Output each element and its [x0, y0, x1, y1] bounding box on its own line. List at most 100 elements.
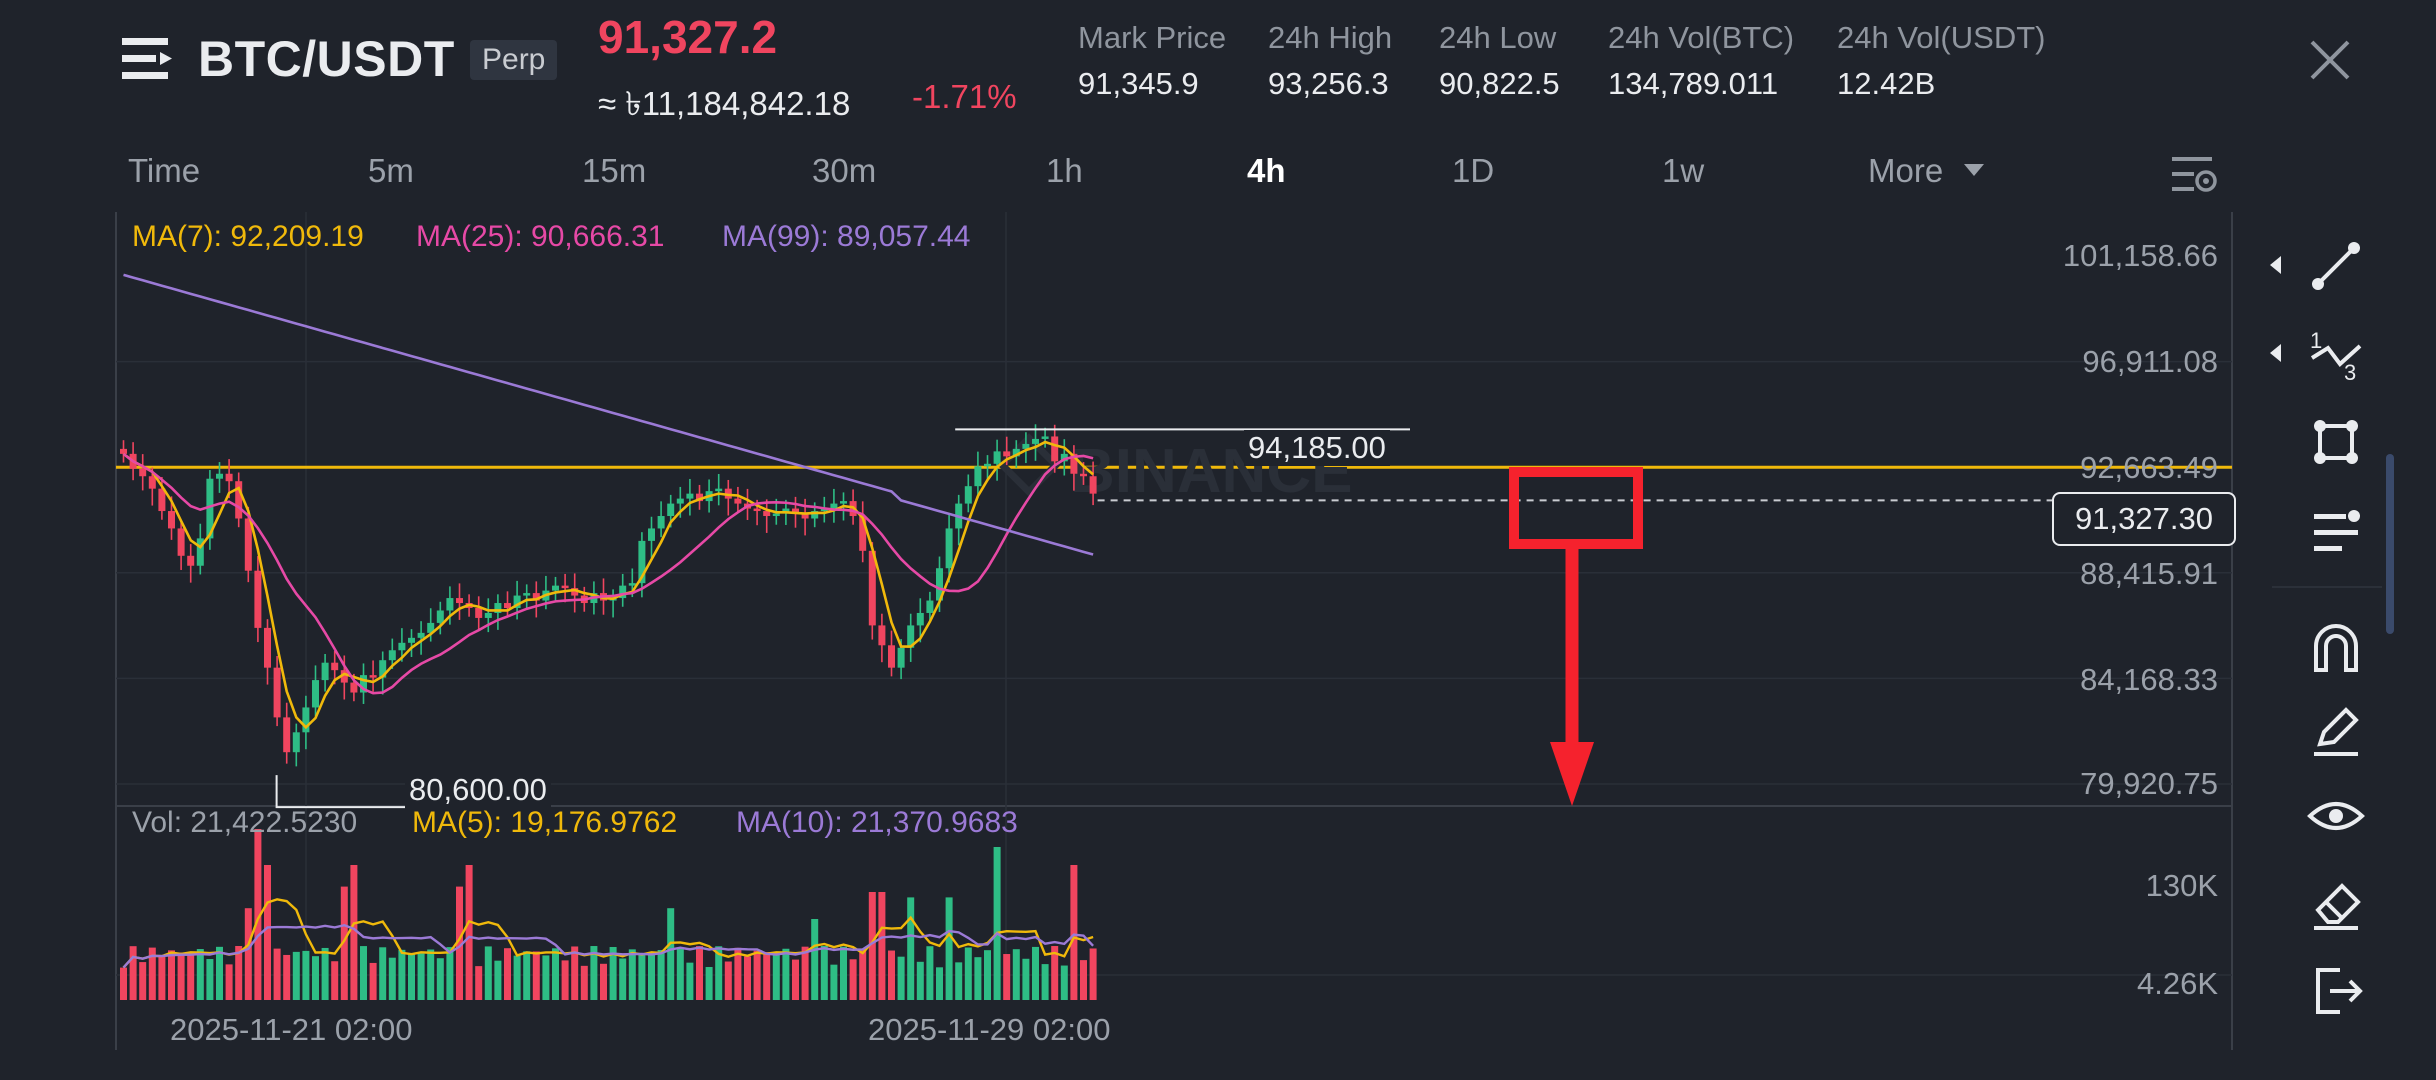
ma99-legend: MA(99): 89,057.44	[722, 220, 971, 253]
brush-icon[interactable]	[2306, 700, 2366, 760]
close-icon[interactable]	[2308, 38, 2352, 82]
candle-body	[494, 603, 502, 613]
tab-time[interactable]: Time	[128, 152, 201, 189]
volume-bar	[984, 950, 991, 1000]
toolbar-scrollbar[interactable]	[2386, 454, 2394, 634]
candle-body	[331, 662, 339, 671]
current-price-tag: 91,327.30	[2052, 492, 2236, 546]
volume-bar	[196, 949, 204, 1000]
volume-bar	[187, 954, 195, 1000]
tab-15m[interactable]: 15m	[582, 152, 647, 189]
candle-body	[676, 498, 684, 504]
volume-bar	[168, 950, 175, 1000]
volume-bar	[206, 959, 214, 1000]
candle-body	[484, 612, 492, 618]
expand-caret-icon[interactable]	[2270, 344, 2281, 362]
vol-btc-label: 24h Vol(BTC)	[1608, 20, 1795, 55]
volume-bar	[446, 947, 454, 1000]
volume-bar	[744, 956, 751, 1000]
toolbar-divider	[2272, 586, 2382, 588]
volume-bar	[225, 964, 233, 1000]
symbol-title[interactable]: BTC/USDT	[198, 31, 455, 87]
volume-bar	[436, 958, 444, 1000]
magnet-icon[interactable]	[2306, 616, 2366, 676]
candle-body	[360, 675, 367, 693]
volume-tick: 4.26K	[2136, 966, 2218, 1001]
candle-body	[398, 642, 406, 651]
chart-settings-icon[interactable]	[2170, 154, 2218, 194]
price-tick: 101,158.66	[2062, 238, 2218, 273]
list-menu-icon[interactable]	[122, 36, 174, 82]
candle-body	[532, 593, 540, 601]
candle-body	[148, 476, 156, 489]
volume-bar	[1032, 946, 1039, 1000]
volume-bar	[494, 960, 502, 1000]
candle-body	[696, 493, 703, 502]
candle-body	[552, 585, 559, 591]
price-change-pct: -1.71%	[912, 78, 1017, 115]
volume-bar	[552, 948, 559, 1000]
tab-1w[interactable]: 1w	[1662, 152, 1705, 189]
tab-5m[interactable]: 5m	[368, 152, 414, 189]
shape-icon[interactable]	[2306, 412, 2366, 472]
annotation	[1509, 467, 1643, 806]
candle-body	[120, 448, 127, 454]
volume-bar	[1051, 946, 1059, 1000]
svg-text:1: 1	[2310, 328, 2322, 353]
candle-body	[158, 488, 166, 512]
candle-body	[273, 667, 281, 718]
date-tick: 2025-11-29 02:00	[868, 1012, 1111, 1047]
volume-bar	[696, 946, 703, 1000]
candle-body	[715, 488, 723, 492]
candle-body	[292, 732, 300, 753]
volume-bar	[1041, 964, 1049, 1000]
candle-body	[1022, 443, 1030, 449]
volume-bar	[321, 947, 329, 1000]
volume-bar	[955, 962, 963, 1000]
exit-icon[interactable]	[2306, 960, 2366, 1020]
candle-body	[264, 627, 271, 668]
volume-bar	[830, 964, 838, 1000]
eye-icon[interactable]	[2306, 786, 2366, 846]
volume-bar	[561, 960, 569, 1000]
volume-bar	[628, 949, 636, 1000]
candle-body	[792, 508, 799, 514]
tab-more[interactable]: More	[1868, 152, 1944, 189]
expand-caret-icon[interactable]	[2270, 256, 2281, 274]
candle-body	[523, 593, 531, 596]
ma7-line	[122, 440, 1094, 730]
volume-bar	[763, 952, 771, 1000]
candle-body	[321, 662, 329, 681]
trend-line-icon[interactable]	[2306, 236, 2366, 296]
volume-bar	[417, 953, 425, 1000]
volume-bar	[542, 955, 550, 1000]
volume-bar	[859, 948, 867, 1000]
volume-bar	[235, 946, 243, 1000]
volume-bar	[475, 966, 483, 1000]
volume-bar	[772, 954, 780, 1000]
price-tick: 79,920.75	[2080, 766, 2218, 801]
volume-bar	[648, 952, 655, 1000]
indicator-icon[interactable]	[2306, 500, 2366, 560]
price-tick: 84,168.33	[2080, 662, 2218, 697]
tab-1d[interactable]: 1D	[1452, 152, 1495, 189]
volume-bar	[129, 946, 137, 1000]
candle-body	[312, 680, 319, 708]
tab-4h[interactable]: 4h	[1247, 152, 1286, 189]
candle-body	[648, 528, 655, 541]
candle-body	[686, 493, 694, 499]
caret-down-icon[interactable]	[1964, 164, 1984, 176]
volume-bar	[753, 950, 761, 1000]
volume-bar	[888, 950, 895, 1000]
candle-body	[753, 508, 761, 512]
low-24h-label: 24h Low	[1439, 20, 1557, 55]
eraser-icon[interactable]	[2306, 872, 2366, 932]
vol-ma10-legend: MA(10): 21,370.9683	[736, 806, 1018, 839]
tab-1h[interactable]: 1h	[1046, 152, 1083, 189]
volume-bar	[907, 897, 915, 1000]
tab-30m[interactable]: 30m	[812, 152, 877, 189]
candle-body	[916, 612, 924, 626]
candle-body	[196, 538, 204, 566]
